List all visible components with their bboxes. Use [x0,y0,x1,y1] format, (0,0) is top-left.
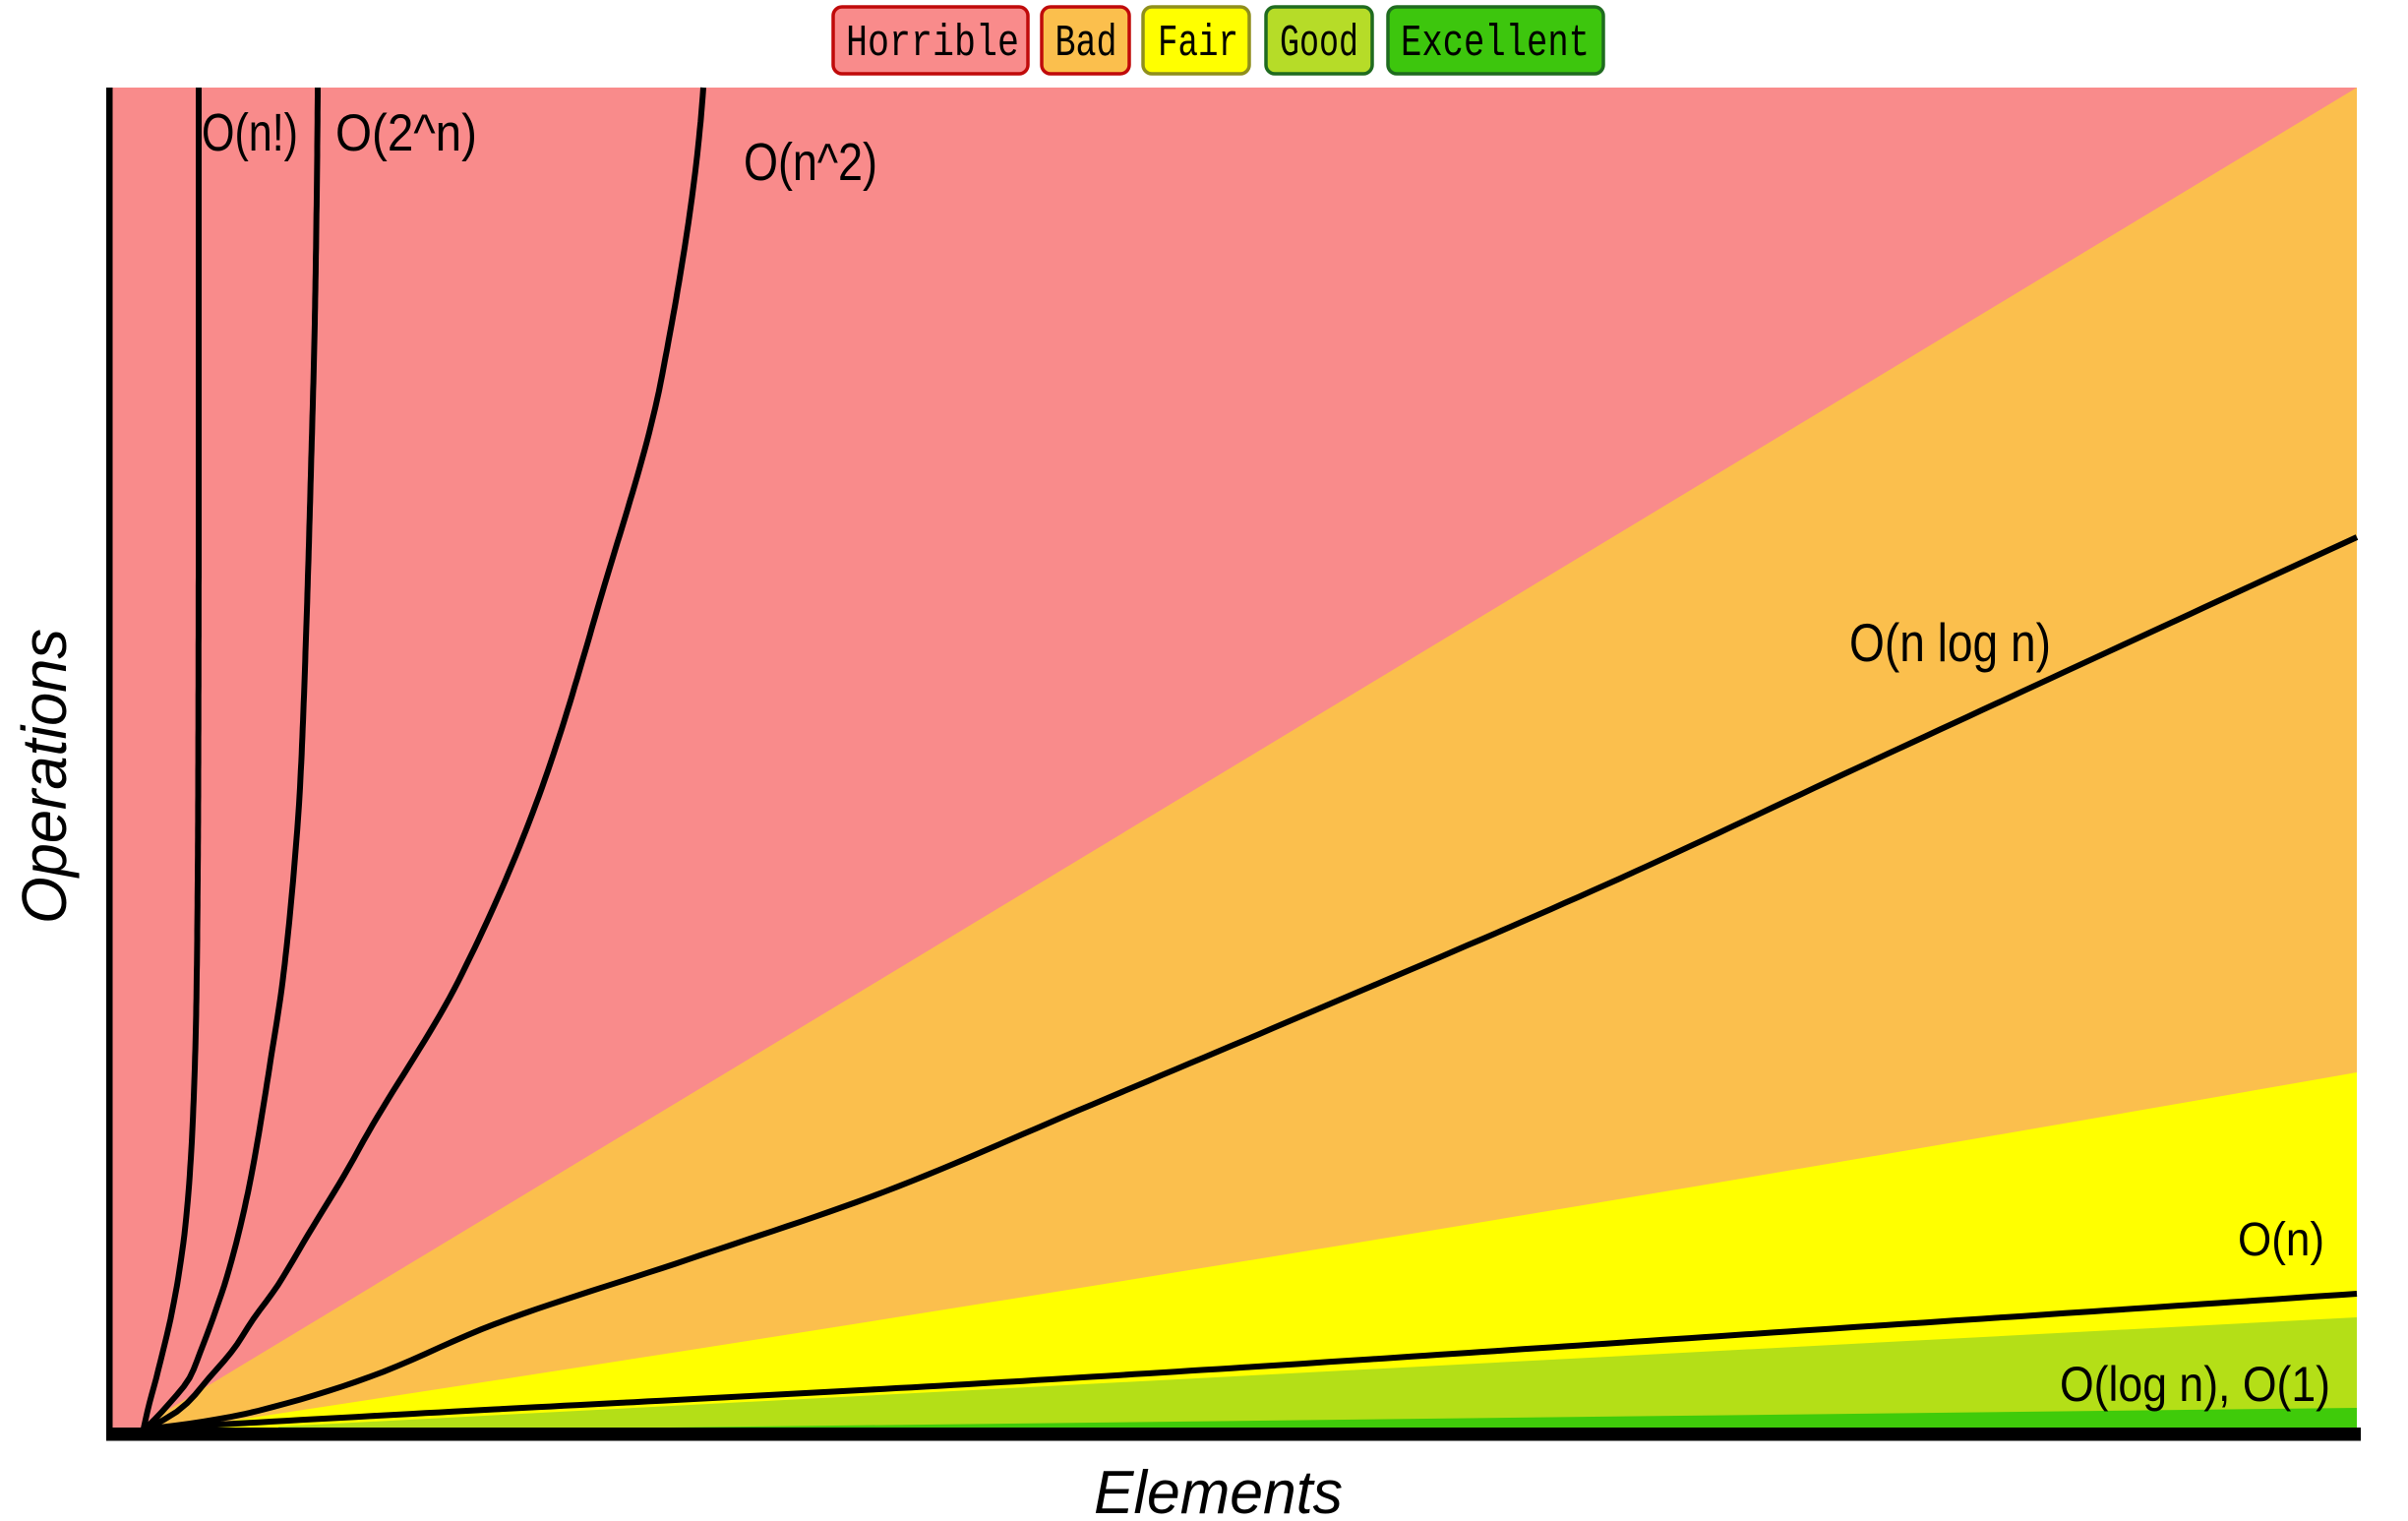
svg-text:Excellent: Excellent [1401,19,1590,69]
svg-text:Fair: Fair [1158,19,1238,69]
svg-text:O(log n), O(1): O(log n), O(1) [2060,1357,2330,1412]
svg-text:O(n^2): O(n^2) [744,134,877,192]
svg-text:Elements: Elements [1094,1459,1343,1521]
svg-text:O(n!): O(n!) [202,104,298,162]
svg-text:Good: Good [1280,19,1358,69]
svg-text:O(n log n): O(n log n) [1849,612,2051,673]
svg-text:O(2^n): O(2^n) [335,104,477,162]
svg-text:Bad: Bad [1055,19,1117,69]
svg-text:Operations: Operations [9,629,80,924]
svg-text:Horrible: Horrible [846,19,1019,69]
svg-text:O(n): O(n) [2238,1214,2324,1266]
